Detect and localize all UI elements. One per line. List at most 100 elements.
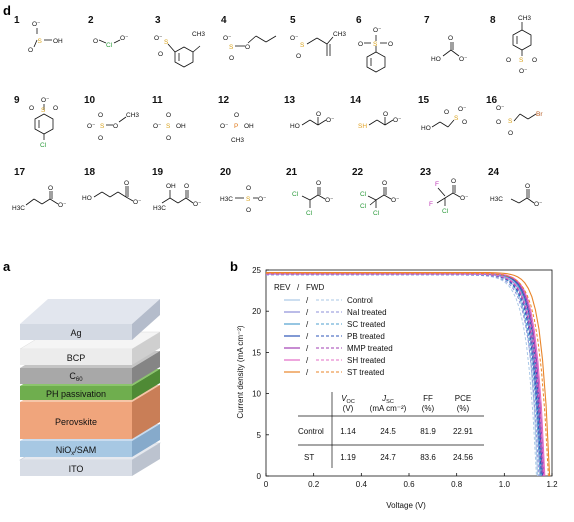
panel-a: a ITO NiOx/SAM Perovskite PH passiva: [3, 259, 162, 476]
oxygen-label: O: [166, 112, 171, 119]
layer-label: Perovskite: [55, 417, 97, 427]
sulfur-label: S: [38, 38, 43, 45]
sulfur-label: S: [166, 123, 171, 130]
molecule-number: 4: [221, 15, 227, 26]
oxygen-label: O: [124, 180, 129, 187]
molecule-9-structure: [34, 104, 54, 140]
oxygen-label: O: [98, 135, 103, 142]
chlorine-label: Cl: [360, 203, 367, 210]
fluorine-label: F: [429, 201, 433, 208]
oxygen-label: O: [448, 35, 453, 42]
table-row-name: ST: [304, 453, 314, 462]
molecule-number: 24: [488, 167, 500, 178]
molecule-4-structure: [235, 35, 277, 47]
methyl-label: H3C: [153, 205, 166, 212]
axis-ticks: 0 0.2 0.4 0.6 0.8 1.0 1.2 0 5 10 15 20 25: [252, 266, 558, 489]
methyl-label: H3C: [490, 196, 503, 203]
molecule-17-structure: [25, 191, 59, 206]
oxygen-label: O: [29, 105, 34, 112]
chlorine-label: Cl: [106, 42, 113, 49]
oxygen-label: O: [53, 105, 58, 112]
molecule-number: 19: [152, 167, 164, 178]
molecule-number: 22: [352, 167, 364, 178]
panel-a-label: a: [3, 259, 11, 274]
legend-separator: /: [306, 320, 309, 329]
hydroxyl-label: HO: [290, 123, 300, 130]
molecule-number: 3: [155, 15, 161, 26]
molecule-1-structure: [33, 28, 52, 48]
panel-b: b Current density (mA cm⁻²) Voltage (V) …: [230, 259, 558, 510]
molecule-14-structure: [368, 117, 394, 126]
y-tick-label: 15: [252, 348, 261, 357]
table-header-jsc: JSC: [381, 394, 394, 405]
molecule-number: 20: [220, 167, 232, 178]
layer-ag: Ag: [20, 299, 160, 340]
molecule-number: 7: [424, 15, 430, 26]
oxygen-label: O⁻: [258, 196, 267, 203]
panel-d-label: d: [3, 3, 11, 18]
hydroxyl-label: OH: [166, 183, 176, 190]
sulfur-label: S: [229, 44, 234, 51]
oxygen-label: O⁻: [534, 201, 543, 208]
sulfur-label: S: [100, 123, 105, 130]
molecule-number: 1: [14, 15, 20, 26]
oxygen-label: O: [234, 112, 239, 119]
chlorine-label: Cl: [40, 142, 47, 149]
table-header-voc: VOC: [341, 394, 355, 405]
molecule-16-structure: [513, 113, 537, 122]
molecule-13-structure: [301, 117, 327, 126]
sulfur-label: S: [41, 107, 46, 114]
table-cell: 22.91: [453, 427, 474, 436]
layer-label: PH passivation: [46, 389, 106, 399]
oxygen-label: O⁻: [391, 197, 400, 204]
methyl-label: CH3: [333, 31, 346, 38]
table-unit-jsc: (mA cm⁻²): [370, 404, 407, 413]
table-cell: 83.6: [420, 453, 436, 462]
x-axis-label: Voltage (V): [386, 501, 426, 510]
table-unit-pce: (%): [457, 404, 470, 413]
hydroxyl-label: HO: [421, 125, 431, 132]
phosphorus-label: P: [234, 123, 238, 130]
table-cell: 24.7: [380, 453, 396, 462]
x-tick-label: 0.6: [403, 480, 415, 489]
oxygen-label: O: [48, 185, 53, 192]
chlorine-label: Cl: [442, 208, 449, 215]
layer-label: BCP: [67, 353, 86, 363]
oxygen-label: O: [158, 51, 163, 58]
sulfur-label: S: [519, 57, 524, 64]
hydroxyl-label: OH: [244, 123, 254, 130]
hydroxyl-label: HO: [82, 195, 92, 202]
molecule-number: 8: [490, 15, 496, 26]
oxygen-label: O: [246, 207, 251, 214]
x-tick-label: 0.8: [451, 480, 463, 489]
fluorine-label: F: [435, 181, 439, 188]
legend-separator: /: [306, 344, 309, 353]
sulfur-label: S: [508, 118, 513, 125]
oxygen-label: O⁻: [87, 123, 96, 130]
legend-entry-label: MMP treated: [347, 344, 393, 353]
oxygen-label: O: [462, 119, 467, 126]
oxygen-label: O⁻: [193, 201, 202, 208]
legend-entry-label: PB treated: [347, 332, 385, 341]
legend-separator: /: [306, 332, 309, 341]
molecule-18-structure: [93, 186, 134, 202]
oxygen-label: O: [28, 47, 33, 54]
methyl-label: CH3: [126, 112, 139, 119]
table-unit-ff: (%): [422, 404, 435, 413]
oxygen-label: O: [316, 180, 321, 187]
table-row-name: Control: [298, 427, 324, 436]
oxygen-label: O⁻: [496, 105, 505, 112]
oxygen-label: O⁻: [58, 202, 67, 209]
x-tick-label: 0: [264, 480, 269, 489]
sulfur-label: S: [373, 41, 378, 48]
jv-curve-rev: [266, 271, 551, 477]
oxygen-label: O⁻: [41, 97, 50, 104]
jv-curve-fwd: [266, 273, 545, 477]
methyl-label: H3C: [220, 196, 233, 203]
table-cell: 1.14: [340, 427, 356, 436]
oxygen-label: O⁻: [459, 56, 468, 63]
molecule-number: 21: [286, 167, 298, 178]
table-cell: 24.56: [453, 453, 474, 462]
sulfur-label: S: [300, 42, 305, 49]
